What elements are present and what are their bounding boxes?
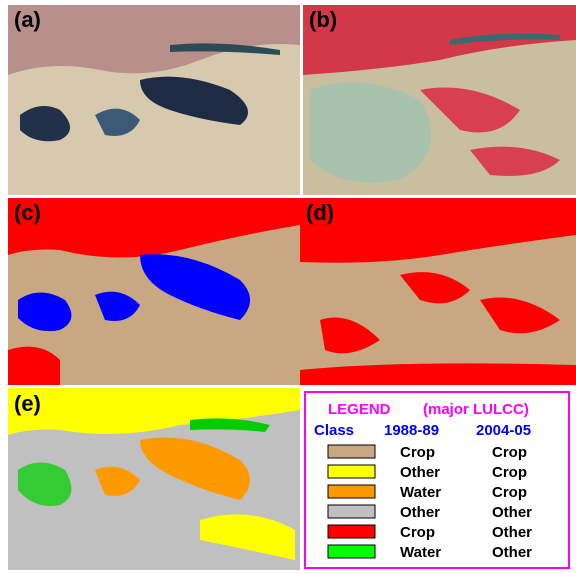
panel-e: (e) bbox=[8, 388, 300, 570]
legend-from: Water bbox=[400, 544, 441, 561]
panel-a: (a) bbox=[8, 5, 300, 195]
legend-swatch bbox=[328, 465, 375, 478]
legend-to: Other bbox=[492, 504, 532, 521]
legend-header: 1988-89 bbox=[384, 422, 439, 439]
legend-header: 2004-05 bbox=[476, 422, 531, 439]
panel-label: (c) bbox=[14, 200, 41, 225]
legend-to: Other bbox=[492, 544, 532, 561]
legend-swatch bbox=[328, 445, 375, 458]
panel-c: (c) bbox=[8, 198, 300, 385]
panel-label: (a) bbox=[14, 7, 41, 32]
panel-label: (b) bbox=[309, 7, 337, 32]
legend-from: Crop bbox=[400, 524, 435, 541]
legend-swatch bbox=[328, 545, 375, 558]
legend: LEGEND (major LULCC) Class 1988-89 2004-… bbox=[305, 392, 569, 568]
legend-subtitle: (major LULCC) bbox=[423, 401, 529, 418]
legend-header: Class bbox=[314, 422, 354, 439]
legend-to: Crop bbox=[492, 464, 527, 481]
legend-from: Other bbox=[400, 504, 440, 521]
figure: (a) (b) (c) (d) (e) bbox=[0, 0, 576, 573]
panel-b: (b) bbox=[303, 5, 576, 195]
legend-swatch bbox=[328, 485, 375, 498]
legend-title: LEGEND bbox=[328, 401, 391, 418]
legend-to: Crop bbox=[492, 484, 527, 501]
legend-swatch bbox=[328, 505, 375, 518]
legend-from: Crop bbox=[400, 444, 435, 461]
legend-swatch bbox=[328, 525, 375, 538]
legend-from: Water bbox=[400, 484, 441, 501]
legend-to: Crop bbox=[492, 444, 527, 461]
panel-d: (d) bbox=[300, 198, 576, 385]
image-region bbox=[310, 82, 431, 183]
panel-label: (d) bbox=[306, 200, 334, 225]
legend-from: Other bbox=[400, 464, 440, 481]
panel-label: (e) bbox=[14, 391, 41, 416]
legend-to: Other bbox=[492, 524, 532, 541]
